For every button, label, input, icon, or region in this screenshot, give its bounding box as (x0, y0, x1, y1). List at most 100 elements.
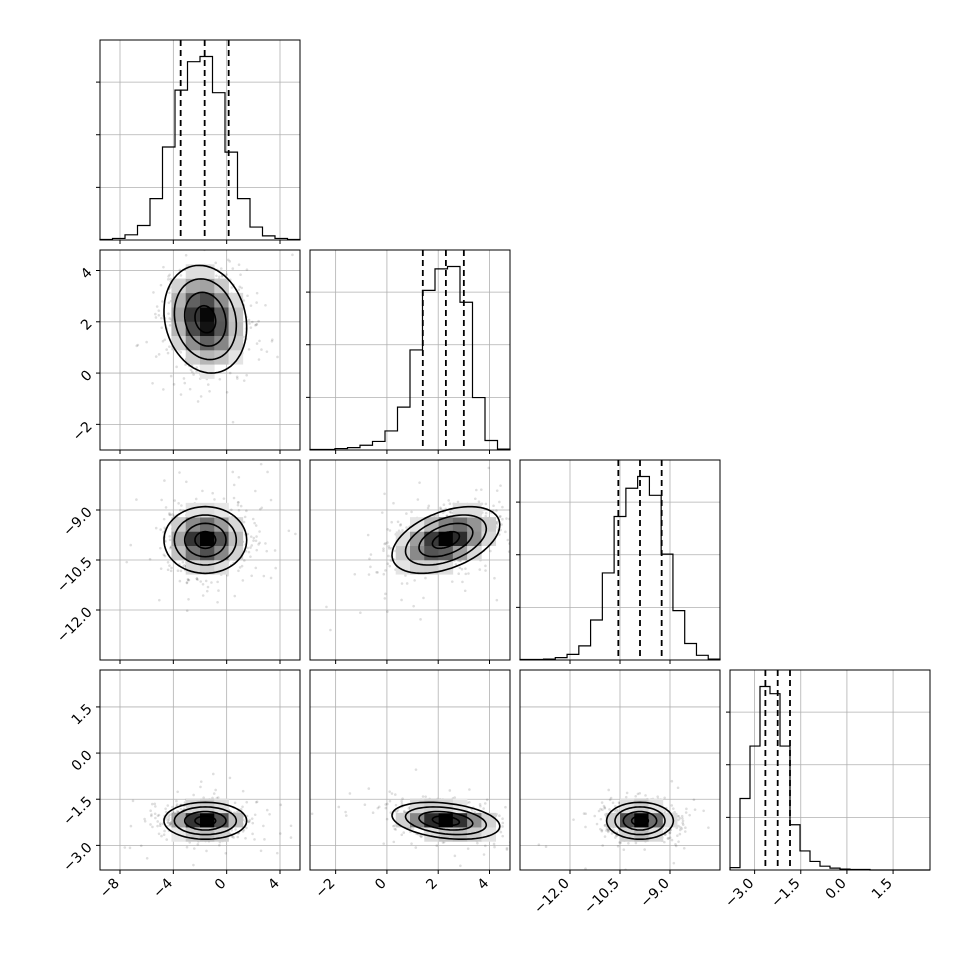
sample-point (578, 509, 581, 512)
sample-point (246, 546, 249, 550)
sample-point (624, 795, 628, 799)
sample-point (168, 813, 172, 816)
sample-point (601, 808, 604, 812)
density-cell (228, 350, 244, 365)
sample-point (498, 500, 501, 504)
sample-point (213, 498, 216, 501)
x-tick-label: −9.0 (637, 876, 672, 911)
sample-point (232, 496, 236, 500)
sample-point (150, 813, 153, 816)
sample-point (482, 807, 485, 810)
sample-point (175, 803, 179, 806)
sample-point (243, 515, 247, 519)
sample-point (168, 513, 171, 516)
sample-point (199, 785, 202, 789)
sample-point (263, 838, 266, 841)
density-cell (200, 307, 215, 322)
sample-point (232, 836, 235, 839)
panel-content (310, 670, 510, 870)
sample-point (636, 792, 640, 796)
density-cell (214, 278, 229, 294)
sample-point (375, 570, 378, 574)
sample-point (683, 830, 687, 833)
density-cell (200, 278, 215, 294)
x-tick-label: 2 (423, 876, 441, 894)
sample-point (597, 809, 601, 813)
sample-point (230, 828, 234, 832)
sample-point (470, 808, 474, 812)
sample-point (394, 828, 398, 831)
sample-point (677, 815, 681, 818)
sample-point (495, 489, 499, 492)
sample-point (522, 537, 525, 540)
sample-point (680, 827, 684, 830)
sample-point (487, 466, 491, 470)
sample-point (192, 793, 195, 797)
sample-point (368, 557, 371, 561)
sample-point (265, 350, 269, 353)
sample-point (348, 792, 352, 795)
sample-point (228, 371, 232, 375)
sample-point (211, 796, 214, 800)
density-cell (438, 531, 454, 547)
sample-point (205, 589, 209, 593)
sample-point (196, 578, 199, 582)
sample-point (572, 818, 575, 821)
sample-point (414, 846, 418, 849)
contour-level-1 (418, 522, 474, 558)
x-tick-label: −8 (97, 876, 123, 902)
sample-point (190, 370, 194, 374)
sample-point (178, 400, 181, 403)
sample-point (171, 805, 174, 809)
contour-level-3 (605, 801, 675, 840)
sample-point (674, 844, 678, 848)
sample-point (414, 768, 418, 771)
sample-point (154, 526, 158, 530)
x-tick-label: 0.0 (823, 876, 850, 903)
sample-point (168, 564, 171, 567)
sample-point (249, 304, 253, 307)
sample-point (167, 275, 170, 278)
sample-point (313, 536, 316, 539)
sample-point (250, 574, 253, 578)
sample-point (194, 217, 197, 220)
sample-point (474, 497, 477, 501)
sample-point (216, 796, 220, 799)
sample-point (254, 539, 258, 543)
sample-point (664, 828, 668, 831)
sample-point (419, 618, 422, 621)
x-tick-label: −10.5 (581, 876, 623, 918)
sample-point (627, 841, 630, 845)
sample-point (384, 569, 387, 572)
sample-point (377, 805, 381, 809)
sample-point (128, 846, 132, 850)
sample-point (257, 319, 260, 323)
sample-point (232, 483, 236, 487)
sample-point (283, 502, 286, 505)
sample-point (613, 809, 617, 813)
sample-point (393, 824, 396, 827)
sample-point (504, 805, 507, 809)
sample-point (401, 528, 404, 532)
sample-point (255, 535, 258, 538)
sample-point (265, 808, 269, 812)
panel-content (100, 670, 300, 870)
sample-point (162, 388, 165, 391)
histogram-p1 (309, 265, 511, 451)
sample-point (206, 478, 209, 481)
sample-point (602, 804, 606, 808)
sample-point (136, 343, 140, 347)
sample-point (679, 826, 682, 829)
scatter-panel-p2-p3 (519, 669, 721, 871)
sample-point (663, 810, 667, 813)
sample-point (507, 550, 510, 553)
sample-point (392, 824, 395, 828)
sample-point (279, 803, 283, 807)
density-cell (171, 517, 187, 532)
sample-point (606, 828, 610, 832)
contour-level-1 (622, 810, 658, 831)
panel-frame (99, 249, 301, 451)
sample-point (584, 812, 587, 816)
sample-point (201, 582, 205, 586)
